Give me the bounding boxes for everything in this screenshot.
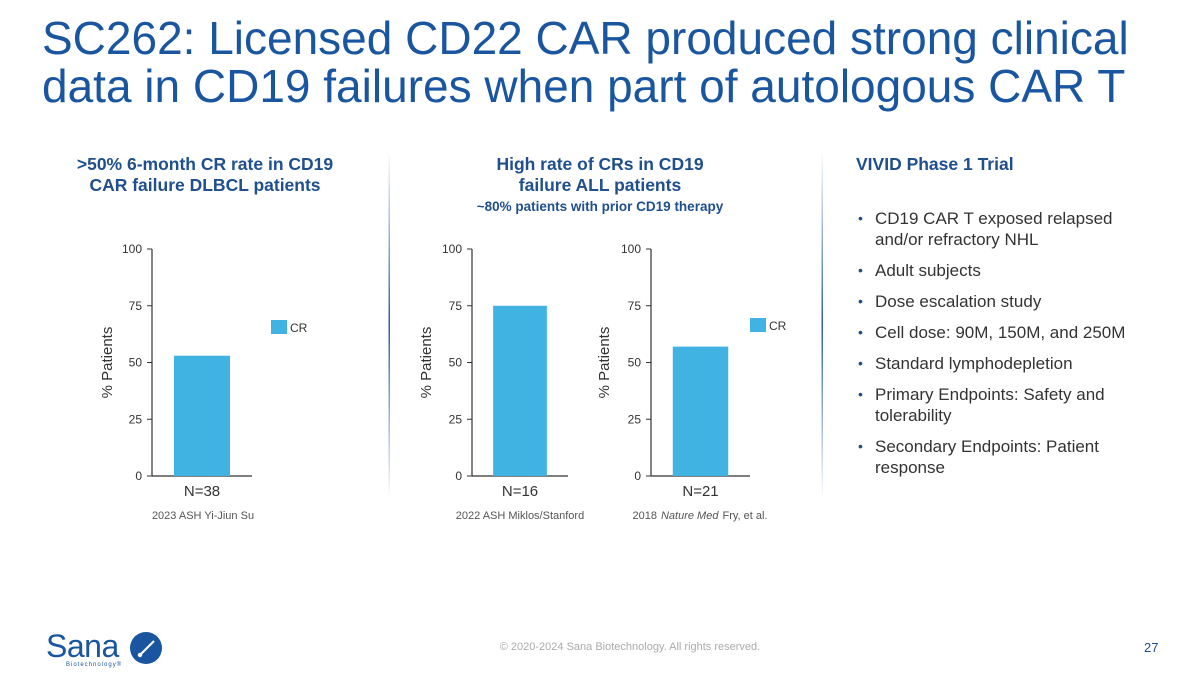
- source-text: Fry, et al.: [722, 510, 768, 522]
- heading-line: VIVID Phase 1 Trial: [856, 154, 1014, 174]
- x-tick-label: N=16: [502, 483, 538, 500]
- divider: [821, 150, 823, 500]
- slide-title: SC262: Licensed CD22 CAR produced strong…: [42, 14, 1129, 110]
- y-tick-label: 50: [449, 356, 463, 370]
- y-tick-label: 50: [628, 356, 642, 370]
- y-tick-label: 50: [129, 356, 143, 370]
- y-axis-label: % Patients: [418, 327, 435, 399]
- source-journal: Nature Med: [660, 510, 719, 522]
- source-text: 2018: [632, 510, 657, 522]
- bullet: Cell dose: 90M, 150M, and 250M: [858, 322, 1148, 343]
- bullet: Primary Endpoints: Safety and tolerabili…: [858, 384, 1148, 426]
- footer: © 2020-2024 Sana Biotechnology. All righ…: [499, 641, 761, 653]
- panel-subheading: ~80% patients with prior CD19 therapy: [476, 199, 724, 214]
- logo: Sana Biotechnology®: [46, 628, 122, 668]
- bullet-list: CD19 CAR T exposed relapsed and/or refra…: [858, 208, 1148, 488]
- logo-name: Sana: [46, 628, 119, 664]
- heading-line: >50% 6-month CR rate in CD19: [76, 154, 334, 174]
- logo-mark: [130, 632, 162, 664]
- legend-label: CR: [769, 319, 787, 333]
- legend-swatch: [271, 320, 287, 334]
- logo-tagline: Biotechnology®: [66, 662, 123, 668]
- bullet: CD19 CAR T exposed relapsed and/or refra…: [858, 208, 1148, 250]
- panel-heading: High rate of CRs in CD19 failure ALL pat…: [420, 154, 780, 217]
- heading-line: CAR failure DLBCL patients: [89, 175, 321, 195]
- bullet: Standard lymphodepletion: [858, 353, 1148, 374]
- charts: 0 25 50 75 100 % Patients N=38 CR 0 25 50 75 100 % Pa…: [99, 150, 823, 500]
- page-number: 27: [1144, 640, 1159, 655]
- y-tick-label: 0: [455, 469, 462, 483]
- bullet: Adult subjects: [858, 260, 1148, 281]
- y-tick-label: 25: [129, 412, 143, 426]
- y-axis-label: % Patients: [99, 327, 116, 399]
- source-note: 2018 Nature Med Fry, et al.: [600, 510, 800, 522]
- legend-swatch: [750, 318, 766, 332]
- y-tick-label: 75: [628, 299, 642, 313]
- title-line: data in CD19 failures when part of autol…: [42, 60, 1126, 112]
- y-tick-label: 100: [621, 242, 641, 256]
- y-tick-label: 100: [442, 242, 462, 256]
- y-tick-label: 75: [129, 299, 143, 313]
- divider: [388, 150, 390, 500]
- source-text: 2023 ASH Yi-Jiun Su: [151, 510, 255, 522]
- bar: [174, 355, 230, 476]
- y-tick-label: 25: [628, 412, 642, 426]
- source-note: 2023 ASH Yi-Jiun Su: [103, 510, 303, 522]
- bullet: Dose escalation study: [858, 291, 1148, 312]
- source-note: 2022 ASH Miklos/Stanford: [420, 510, 620, 522]
- y-tick-label: 100: [122, 242, 142, 256]
- x-tick-label: N=21: [682, 483, 718, 500]
- y-tick-label: 0: [634, 469, 641, 483]
- source-text: 2022 ASH Miklos/Stanford: [455, 510, 585, 522]
- title-line: SC262: Licensed CD22 CAR produced strong…: [42, 12, 1129, 64]
- bar: [493, 305, 547, 476]
- panel-heading: >50% 6-month CR rate in CD19 CAR failure…: [40, 154, 370, 196]
- y-axis-label: % Patients: [596, 327, 613, 399]
- y-tick-label: 25: [449, 412, 463, 426]
- bullet: Secondary Endpoints: Patient response: [858, 436, 1148, 478]
- heading-line: failure ALL patients: [518, 175, 682, 195]
- bar: [672, 346, 729, 476]
- heading-line: High rate of CRs in CD19: [496, 154, 704, 174]
- x-tick-label: N=38: [184, 483, 220, 500]
- legend-label: CR: [290, 321, 308, 335]
- panel-heading: VIVID Phase 1 Trial: [856, 154, 1014, 175]
- y-tick-label: 0: [135, 469, 142, 483]
- y-tick-label: 75: [449, 299, 463, 313]
